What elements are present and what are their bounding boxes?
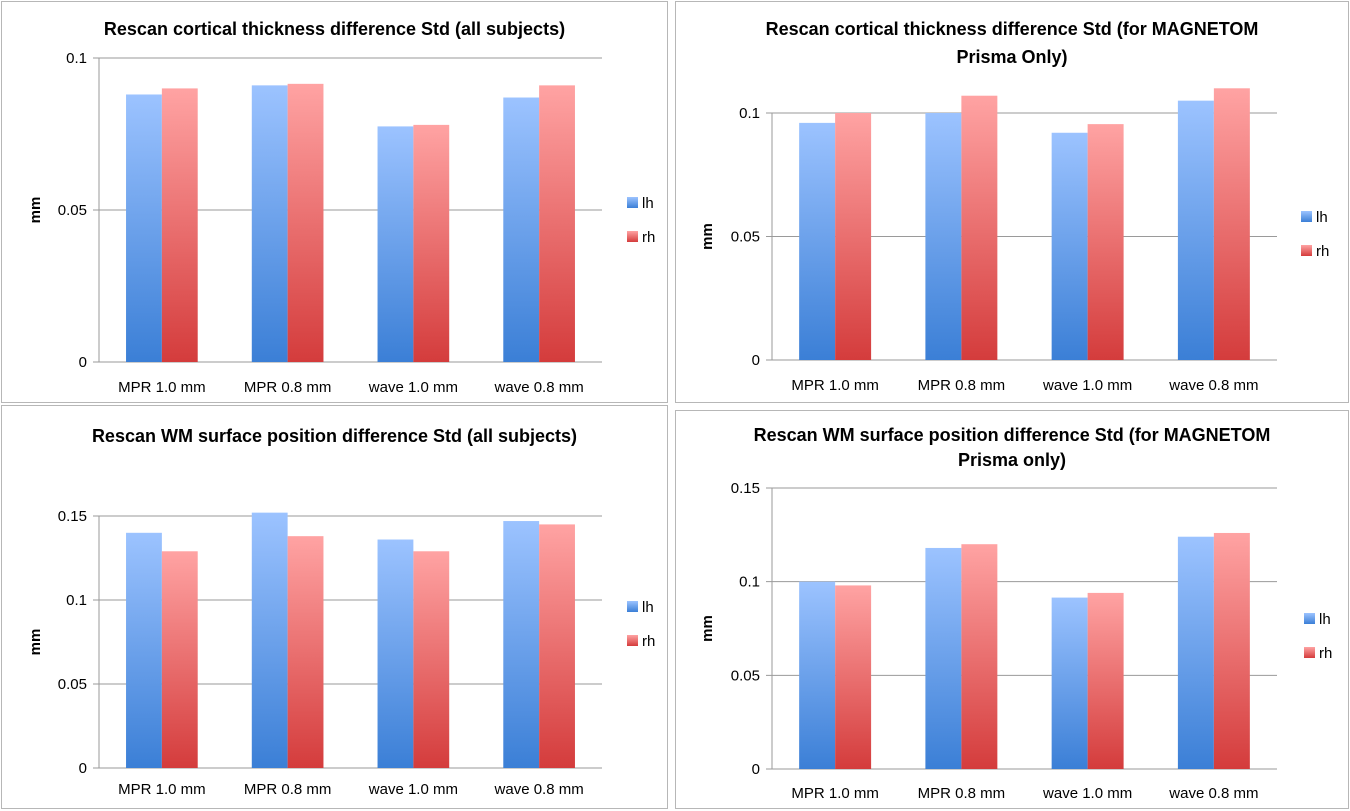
- bar-rh-1: [287, 536, 324, 768]
- legend-swatch-rh: [627, 635, 638, 646]
- legend-swatch-rh: [1301, 245, 1312, 256]
- x-tick-label: wave 1.0 mm: [1042, 377, 1132, 394]
- x-tick-label: MPR 0.8 mm: [918, 785, 1006, 802]
- y-tick-label: 0: [752, 761, 760, 778]
- bar-lh-1: [925, 113, 962, 360]
- bar-lh-2: [377, 539, 414, 768]
- legend-label-lh: lh: [1316, 209, 1328, 226]
- y-tick-label: 0.15: [731, 480, 760, 497]
- x-tick-label: MPR 1.0 mm: [791, 785, 879, 802]
- bar-lh-0: [126, 94, 162, 362]
- chart-svg: Rescan cortical thickness difference Std…: [699, 19, 1329, 394]
- legend-label-rh: rh: [1319, 645, 1332, 662]
- y-tick-label: 0.1: [739, 574, 760, 591]
- bar-rh-3: [539, 85, 575, 363]
- chart-title: Rescan WM surface position difference St…: [754, 425, 1271, 445]
- bar-rh-2: [1087, 124, 1124, 361]
- bar-lh-3: [1177, 100, 1214, 361]
- x-tick-label: wave 1.0 mm: [1042, 785, 1132, 802]
- y-tick-label: 0.1: [66, 592, 87, 609]
- bar-lh-1: [251, 85, 288, 363]
- bar-lh-1: [251, 512, 288, 768]
- legend-label-lh: lh: [642, 195, 654, 212]
- legend-label-rh: rh: [1316, 243, 1329, 260]
- y-tick-label: 0.1: [66, 50, 87, 67]
- chart-title: Prisma only): [958, 450, 1066, 470]
- x-tick-label: wave 0.8 mm: [1168, 785, 1258, 802]
- x-tick-label: MPR 1.0 mm: [118, 781, 206, 798]
- bar-rh-0: [161, 551, 198, 768]
- bar-rh-3: [1213, 88, 1250, 361]
- bar-rh-3: [1213, 532, 1250, 769]
- chart-panel-wm-prisma: Rescan WM surface position difference St…: [675, 410, 1349, 809]
- chart-panel-wm-all: Rescan WM surface position difference St…: [1, 405, 668, 809]
- legend-swatch-lh: [1301, 211, 1312, 222]
- x-tick-label: wave 0.8 mm: [1168, 377, 1258, 394]
- y-axis-label: mm: [27, 629, 44, 656]
- legend-swatch-lh: [627, 601, 638, 612]
- y-axis-label: mm: [699, 615, 716, 642]
- chart-panel-cortical-all: Rescan cortical thickness difference Std…: [1, 1, 668, 403]
- bar-rh-1: [961, 544, 998, 769]
- chart-title: Prisma Only): [956, 47, 1067, 67]
- x-tick-label: MPR 0.8 mm: [918, 377, 1006, 394]
- bar-lh-2: [1051, 132, 1088, 360]
- y-tick-label: 0.05: [731, 229, 760, 246]
- bar-lh-2: [377, 126, 414, 363]
- bar-rh-2: [1087, 592, 1124, 769]
- bar-lh-0: [799, 122, 836, 360]
- y-tick-label: 0: [79, 354, 87, 371]
- chart-panel-cortical-prisma: Rescan cortical thickness difference Std…: [675, 1, 1349, 403]
- bar-lh-2: [1051, 597, 1088, 769]
- legend-swatch-lh: [1304, 613, 1315, 624]
- y-axis-label: mm: [699, 223, 716, 250]
- legend-swatch-lh: [627, 197, 638, 208]
- x-tick-label: MPR 0.8 mm: [244, 781, 332, 798]
- bar-rh-0: [835, 113, 872, 360]
- legend-label-lh: lh: [642, 599, 654, 616]
- chart-svg: Rescan WM surface position difference St…: [27, 426, 655, 798]
- bar-lh-0: [126, 532, 162, 768]
- y-tick-label: 0.05: [58, 202, 87, 219]
- legend-label-lh: lh: [1319, 611, 1331, 628]
- legend-swatch-rh: [1304, 647, 1315, 658]
- chart-title: Rescan cortical thickness difference Std…: [766, 19, 1259, 39]
- x-tick-label: MPR 1.0 mm: [118, 379, 206, 396]
- y-tick-label: 0.1: [739, 105, 760, 122]
- y-axis-label: mm: [27, 197, 44, 224]
- y-tick-label: 0.05: [731, 667, 760, 684]
- bar-rh-1: [961, 95, 998, 361]
- bar-rh-2: [413, 551, 450, 768]
- x-tick-label: MPR 0.8 mm: [244, 379, 332, 396]
- bar-rh-3: [539, 524, 575, 768]
- x-tick-label: wave 0.8 mm: [494, 781, 584, 798]
- bar-rh-0: [161, 88, 198, 363]
- bar-lh-0: [799, 581, 836, 769]
- x-tick-label: wave 0.8 mm: [494, 379, 584, 396]
- bar-rh-0: [835, 585, 872, 769]
- chart-svg: Rescan WM surface position difference St…: [699, 425, 1332, 802]
- y-tick-label: 0.05: [58, 676, 87, 693]
- y-tick-label: 0: [79, 760, 87, 777]
- bar-lh-3: [503, 521, 540, 768]
- y-tick-label: 0.15: [58, 508, 87, 525]
- legend-label-rh: rh: [642, 229, 655, 246]
- y-tick-label: 0: [752, 352, 760, 369]
- bar-lh-1: [925, 547, 962, 769]
- legend-label-rh: rh: [642, 633, 655, 650]
- legend-swatch-rh: [627, 231, 638, 242]
- chart-title: Rescan WM surface position difference St…: [92, 426, 577, 446]
- chart-svg: Rescan cortical thickness difference Std…: [27, 19, 655, 396]
- bar-lh-3: [503, 97, 540, 363]
- chart-title: Rescan cortical thickness difference Std…: [104, 19, 565, 39]
- x-tick-label: wave 1.0 mm: [368, 781, 458, 798]
- bar-lh-3: [1177, 536, 1214, 769]
- bar-rh-2: [413, 124, 450, 362]
- bar-rh-1: [287, 83, 324, 362]
- x-tick-label: wave 1.0 mm: [368, 379, 458, 396]
- x-tick-label: MPR 1.0 mm: [791, 377, 879, 394]
